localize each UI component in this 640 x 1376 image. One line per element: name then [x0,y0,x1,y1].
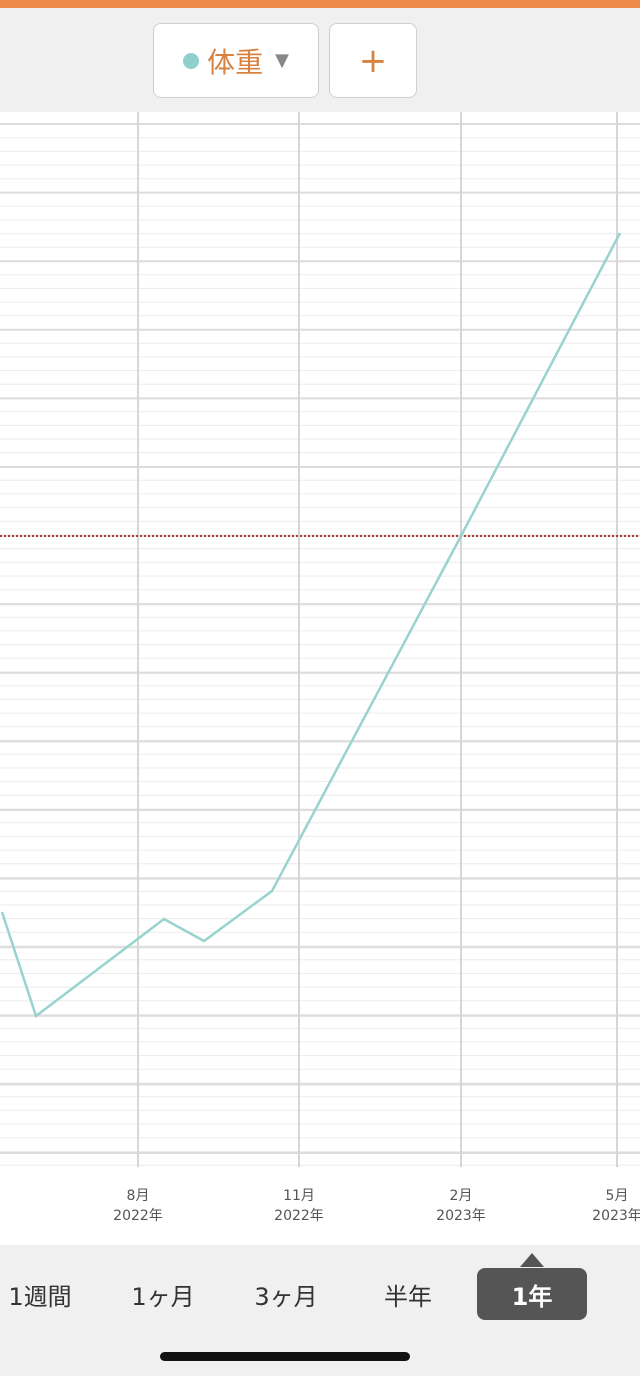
metric-selector[interactable]: 体重 ▼ [153,23,319,98]
tab[interactable]: 1ヶ月 [131,1282,195,1311]
x-label-month: 5月 [606,1188,629,1204]
dropdown-arrow: ▼ [275,50,289,71]
tab[interactable]: 3ヶ月 [254,1282,318,1311]
home-indicator [160,1352,410,1361]
selector-label: 体重 [207,45,264,79]
x-label-year: 2023年 [592,1208,640,1224]
tab[interactable]: 1年 [477,1268,587,1320]
x-label-year: 2022年 [274,1208,324,1224]
weight-line [0,232,622,1019]
x-label-year: 2022年 [113,1208,163,1224]
x-label-month: 2月 [450,1188,473,1204]
x-label-month: 8月 [127,1188,150,1204]
chart: 8月 2022年 11月 2022年 2月 2023年 5月 2023年 [0,112,640,1245]
x-label-month: 11月 [283,1188,315,1204]
chart-bg [0,112,640,1245]
tab[interactable]: 半年 [384,1282,432,1311]
tab[interactable]: 1週間 [8,1282,72,1311]
add-button[interactable]: + [329,23,417,98]
x-label-year: 2023年 [436,1208,486,1224]
top-bar [0,0,640,8]
dot [183,52,200,69]
tab-notch [520,1253,544,1267]
